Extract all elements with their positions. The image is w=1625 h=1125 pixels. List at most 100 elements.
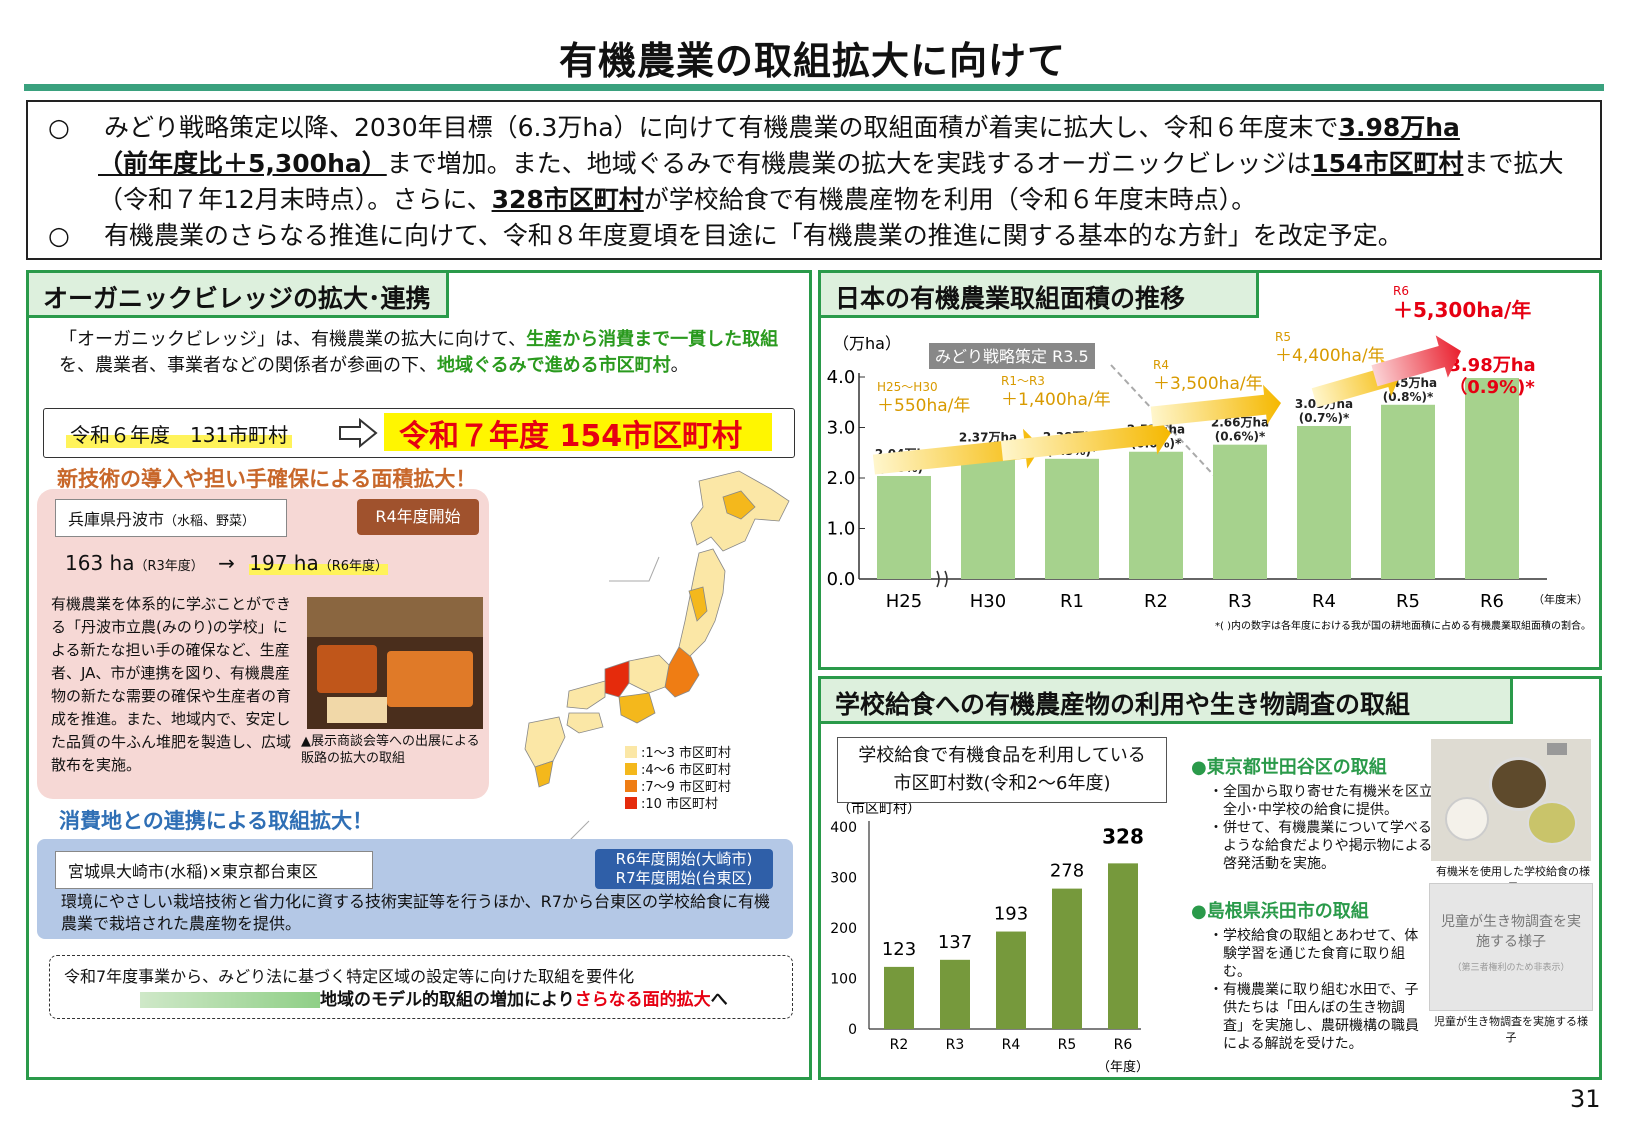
area-before: 163 ha xyxy=(65,551,135,575)
bar-value-label: 3.98万ha xyxy=(1448,355,1535,376)
growth-rate: ＋1,400ha/年 xyxy=(1001,390,1111,410)
summary-line-3: （令和７年12月末時点）。さらに、328市区町村が学校給食で有機農産物を利用（令… xyxy=(42,182,1586,218)
intro-text: 「オーガニックビレッジ」は、有機農業の拡大に向けて、生産から消費まで一貫した取組… xyxy=(59,327,799,379)
growth-arrow-icon xyxy=(1000,414,1171,461)
list-item: ・有機農業に取り組む水田で、子供たちは「田んぼの生き物調査」を実施し、農研機構の… xyxy=(1209,982,1419,1052)
summary-text: まで増加。また、地域ぐるみで有機農業の拡大を実践するオーガニックビレッジは xyxy=(386,149,1312,178)
bar-R4 xyxy=(996,931,1026,1029)
bar-value-label: 2.66万ha xyxy=(1211,416,1269,430)
x-unit-label: （年度末） xyxy=(1533,592,1588,606)
survey-photo-caption: 児童が生き物調査を実施する様子 xyxy=(1434,1015,1588,1044)
bar-value-label: 137 xyxy=(938,932,972,953)
summary-highlight-area: 3.98万ha xyxy=(1338,113,1460,142)
list-item: ・併せて、有機農業について学べるような給食だよりや掲示物による啓発活動を実施。 xyxy=(1209,820,1433,872)
exhibition-photo xyxy=(307,597,483,729)
school-chart-title: 学校給食で有機食品を利用している 市区町村数(令和2～6年度) xyxy=(837,737,1167,803)
tokyo-bullets: ・全国から取り寄せた有機米を区立全小･中学校の給食に提供。 ・併せて、有機農業に… xyxy=(1209,783,1435,873)
x-tick-label: R6 xyxy=(1480,591,1504,612)
bullet-icon: ○ xyxy=(48,221,70,250)
area-trend-panel: 日本の有機農業取組面積の推移 （万ha） 0.0 1.0 2.0 3.0 4.0 みどり戦略… xyxy=(818,270,1602,670)
y-tick-label: 300 xyxy=(830,871,857,887)
requirement-line-2: 地域のモデル的取組の増加によりさらなる面的拡大へ xyxy=(320,985,728,1010)
bullet-text: 併せて、有機農業について学べるような給食だよりや掲示物による啓発活動を実施。 xyxy=(1223,820,1433,872)
strategy-badge xyxy=(929,343,1095,369)
growth-period: R5 xyxy=(1275,330,1291,344)
summary-line-1: ○ みどり戦略策定以降、2030年目標（6.3万ha）に向けて有機農業の取組面積が… xyxy=(42,110,1586,146)
x-tick-label: R1 xyxy=(1060,591,1084,612)
legend-item: :7～9 市区町村 xyxy=(625,779,731,796)
bar-H25 xyxy=(877,475,931,579)
organic-village-panel: オーガニックビレッジの拡大･連携 「オーガニックビレッジ」は、有機農業の拡大に向… xyxy=(26,270,812,1080)
x-tick-label: R6 xyxy=(1114,1037,1133,1053)
village-count-box: 令和６年度 131市町村 令和７年度 154市区町村 xyxy=(43,408,795,458)
bar-R5 xyxy=(1381,404,1435,579)
hyogo-area: 163 ha（R3年度） → 197 ha（R6年度） xyxy=(65,551,389,575)
title-line: 学校給食で有機食品を利用している xyxy=(858,745,1146,766)
summary-text: が学校給食で有機農産物を利用（令和６年度末時点）。 xyxy=(643,185,1257,214)
bar-share-label: (0.8%)* xyxy=(1383,390,1434,404)
growth-period: H25～H30 xyxy=(877,380,938,394)
bar-R3 xyxy=(1213,444,1267,579)
area-after: 197 ha xyxy=(249,551,319,575)
summary-line-4: ○ 有機農業のさらなる推進に向けて、令和８年度夏頃を目途に「有機農業の推進に関する… xyxy=(42,218,1586,254)
badge-line: R6年度開始(大崎市) xyxy=(615,850,753,868)
requirement-box: 令和7年度事業から、みどり法に基づく特定区域の設定等に向けた取組を要件化 地域の… xyxy=(49,955,793,1019)
badge-line: R7年度開始(台東区) xyxy=(615,869,753,887)
to-count: 令和７年度 154市区町村 xyxy=(399,419,743,454)
summary-highlight-change: （前年度比＋5,300ha） xyxy=(98,149,387,178)
miyagi-place-chip: 宮城県大崎市(水稲)×東京都台東区 xyxy=(55,851,373,889)
placeholder-text: 児童が生き物調査を実施する様子 xyxy=(1441,914,1581,950)
growth-arrow-icon xyxy=(1371,335,1461,387)
y-tick-label: 3.0 xyxy=(827,418,856,439)
summary-text: 有機農業のさらなる推進に向けて、令和８年度夏頃を目途に「有機農業の推進に関する基… xyxy=(104,221,1403,250)
bar-R6 xyxy=(1108,863,1138,1029)
japan-map xyxy=(509,470,790,842)
summary-text: （令和７年12月末時点）。さらに、 xyxy=(98,185,492,214)
shimane-title: ●島根県浜田市の取組 xyxy=(1191,901,1369,922)
bar-R4 xyxy=(1297,425,1351,579)
y-tick-label: 400 xyxy=(830,820,857,836)
panel-header: 日本の有機農業取組面積の推移 xyxy=(821,273,1259,318)
miyagi-start-badge: R6年度開始(大崎市) R7年度開始(台東区) xyxy=(595,849,773,889)
area-after-note: （R6年度） xyxy=(318,559,389,574)
growth-rate: ＋550ha/年 xyxy=(877,396,970,416)
place-name: 兵庫県丹波市 xyxy=(68,510,165,529)
hyogo-start-badge: R4年度開始 xyxy=(357,499,479,535)
legend-label: :7～9 市区町村 xyxy=(641,780,732,795)
growth-rate: ＋3,500ha/年 xyxy=(1153,374,1263,394)
intro-part: を、農業者、事業者などの関係者が参画の下、 xyxy=(59,355,437,376)
survey-photo-placeholder: 児童が生き物調査を実施する様子 （第三者権利のため非表示） xyxy=(1429,883,1593,1011)
x-tick-label: R4 xyxy=(1312,591,1336,612)
growth-period: R4 xyxy=(1153,358,1169,372)
x-unit-label: （年度） xyxy=(1097,1059,1149,1075)
photo-caption: ▲展示商談会等への出展による販路の拡大の取組 xyxy=(301,734,480,766)
requirement-line-1: 令和7年度事業から、みどり法に基づく特定区域の設定等に向けた取組を要件化 xyxy=(64,967,635,986)
bullet-text: 全国から取り寄せた有機米を区立全小･中学校の給食に提供。 xyxy=(1223,784,1433,818)
y-tick-label: 2.0 xyxy=(827,468,856,489)
y-tick-label: 200 xyxy=(830,921,857,937)
y-tick-label: 4.0 xyxy=(827,367,856,388)
hyogo-case: 兵庫県丹波市（水稲、野菜） R4年度開始 163 ha（R3年度） → 197 … xyxy=(37,489,489,799)
x-tick-label: R5 xyxy=(1396,591,1420,612)
tech-heading: 新技術の導入や担い手確保による面積拡大！ xyxy=(57,467,477,491)
bar-H30 xyxy=(961,459,1015,579)
placeholder-note: （第三者権利のため非表示） xyxy=(1452,963,1570,973)
progress-arrow-icon xyxy=(140,992,320,1008)
bar-R1 xyxy=(1045,458,1099,579)
x-tick-label: H30 xyxy=(970,591,1006,612)
school-bar-chart: （市区町村） 0 100 200 300 400 123 R2 137 R3 193 R4 278 R5 3… xyxy=(830,803,1149,1075)
growth-rate: ＋5,300ha/年 xyxy=(1393,298,1531,322)
summary-highlight-schools: 328市区町村 xyxy=(491,185,644,214)
y-axis-label: （市区町村） xyxy=(837,803,921,817)
bar-R5 xyxy=(1052,888,1082,1029)
growth-arrow-icon xyxy=(872,428,1041,475)
list-item: ・全国から取り寄せた有機米を区立全小･中学校の給食に提供。 xyxy=(1209,784,1433,818)
intro-part: 「オーガニックビレッジ」は、有機農業の拡大に向けて、 xyxy=(59,329,527,350)
map-legend: :1～3 市区町村 :4～6 市区町村 :7～9 市区町村 :10 市区町村 xyxy=(625,745,731,813)
chart-footnote: *( )内の数字は各年度における我が国の耕地面積に占める有機農業取組面積の割合。 xyxy=(1215,619,1591,632)
x-tick-label: R2 xyxy=(1144,591,1168,612)
y-axis-label: （万ha） xyxy=(833,334,901,353)
bar-R2 xyxy=(884,966,914,1029)
title-line: 市区町村数(令和2～6年度) xyxy=(893,773,1111,794)
summary-box: ○ みどり戦略策定以降、2030年目標（6.3万ha）に向けて有機農業の取組面積が… xyxy=(26,100,1602,260)
